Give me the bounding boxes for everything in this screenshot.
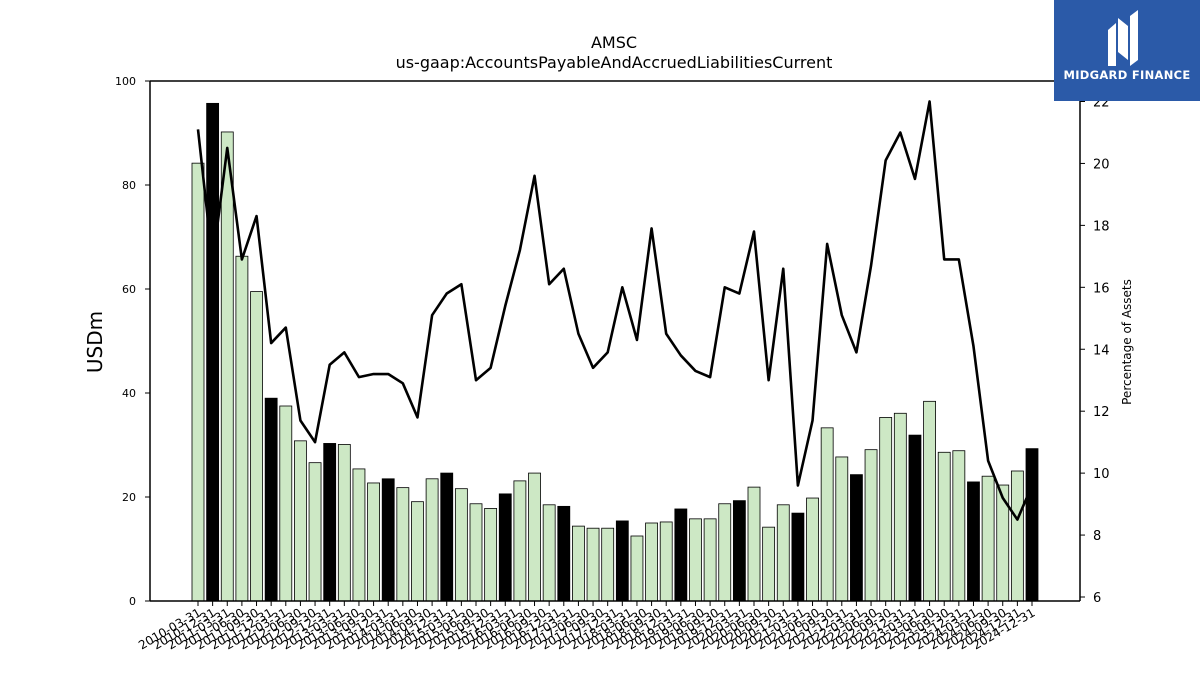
y-tick-label: 60: [122, 283, 136, 296]
bar: [191, 162, 205, 602]
bar: [630, 535, 644, 602]
bar: [645, 522, 658, 602]
bar: [572, 525, 585, 602]
y2-tick-label: 12: [1093, 405, 1110, 420]
bar: [440, 472, 454, 602]
bar: [498, 493, 512, 602]
bar: [893, 412, 907, 602]
bar: [806, 497, 819, 602]
bar: [791, 512, 805, 602]
bar: [1025, 448, 1039, 602]
bar: [923, 400, 936, 602]
y2-tick-label: 10: [1093, 467, 1110, 482]
bar: [864, 449, 878, 602]
y2-tick-label: 8: [1093, 529, 1101, 544]
bar: [484, 508, 498, 602]
bar: [601, 527, 615, 602]
bar: [337, 444, 351, 602]
y-tick-label: 100: [115, 75, 136, 88]
bar: [513, 480, 527, 602]
y2-tick-label: 20: [1093, 157, 1110, 172]
y-tick-label: 40: [122, 387, 136, 400]
midgard-logo-icon: [1108, 10, 1138, 66]
midgard-finance-logo: MIDGARD FINANCE: [1054, 0, 1200, 101]
bar: [674, 508, 688, 602]
logo-brand-text: MIDGARD FINANCE: [1063, 68, 1191, 82]
bar: [615, 520, 629, 602]
y-tick-label: 20: [122, 491, 136, 504]
bar: [250, 291, 263, 602]
bar: [659, 521, 673, 602]
bar: [762, 526, 776, 602]
y2-tick-label: 16: [1093, 281, 1110, 296]
y2-tick-label: 18: [1093, 219, 1110, 234]
y-tick-label: 0: [129, 595, 136, 608]
bar: [264, 397, 278, 602]
bar: [323, 443, 337, 602]
bar: [820, 427, 834, 602]
bar-series: [191, 102, 1039, 602]
bar: [279, 405, 293, 602]
chart-subtitle: us-gaap:AccountsPayableAndAccruedLiabili…: [396, 53, 833, 72]
y-tick-label: 80: [122, 179, 136, 192]
bar: [352, 468, 366, 602]
bar: [425, 478, 439, 602]
bar: [220, 131, 234, 602]
bar: [235, 255, 249, 602]
bar: [411, 501, 424, 602]
bar: [952, 450, 966, 602]
bar: [367, 482, 380, 602]
bar: [879, 417, 893, 602]
bar: [557, 505, 571, 602]
bar: [937, 451, 951, 602]
y-axis-ticks: 0 20 40 60 80 100: [115, 75, 150, 608]
bar: [1010, 470, 1024, 602]
y2-tick-label: 6: [1093, 591, 1101, 606]
bar: [967, 481, 980, 602]
bar: [308, 462, 322, 602]
y2-axis-label: Percentage of Assets: [1120, 279, 1134, 405]
percentage-line: [196, 100, 1034, 521]
bar: [732, 500, 746, 602]
bar: [718, 503, 732, 602]
bar: [850, 474, 863, 602]
bar: [206, 102, 220, 602]
bar: [747, 486, 761, 602]
bar: [689, 518, 702, 602]
bar: [835, 456, 849, 602]
line-series: [196, 100, 1034, 521]
bar: [454, 488, 468, 602]
bar: [586, 527, 600, 602]
chart-title: AMSC: [591, 33, 637, 52]
x-axis-ticks: 2010-03-312010-12-312011-03-312011-06-30…: [136, 601, 1038, 652]
bar: [981, 475, 995, 602]
axes: [149, 80, 1081, 602]
bar: [528, 472, 541, 602]
y-axis-label: USDm: [83, 311, 107, 373]
bar: [542, 504, 556, 602]
bar: [294, 440, 307, 602]
bar: [776, 504, 790, 602]
bar: [381, 478, 395, 602]
bar: [908, 434, 922, 602]
bar: [469, 503, 483, 602]
bar: [703, 518, 717, 602]
y2-tick-label: 14: [1093, 343, 1110, 358]
bar: [396, 487, 410, 602]
